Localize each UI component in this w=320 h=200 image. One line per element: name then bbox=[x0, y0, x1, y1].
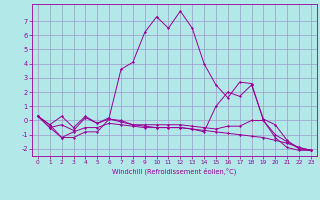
X-axis label: Windchill (Refroidissement éolien,°C): Windchill (Refroidissement éolien,°C) bbox=[112, 168, 236, 175]
